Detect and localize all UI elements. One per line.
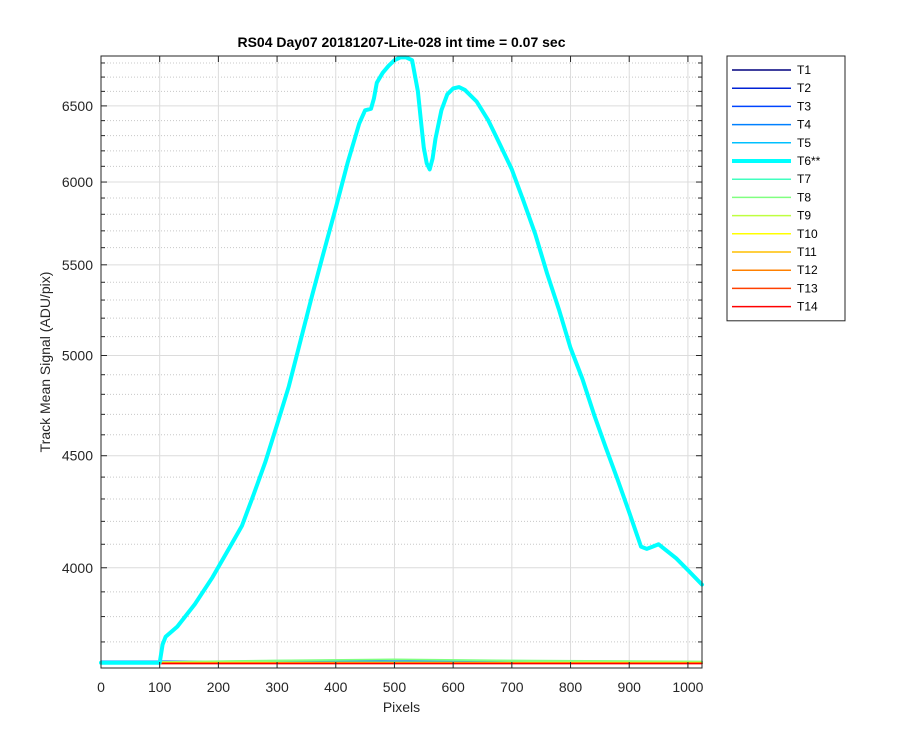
x-tick-label: 300 bbox=[265, 679, 289, 695]
y-tick-label: 6500 bbox=[62, 98, 93, 114]
x-tick-label: 600 bbox=[441, 679, 465, 695]
plot-frame bbox=[100, 55, 703, 669]
x-axis-ticks: 0 100 200 300 400 500 600 700 800 900 1000 bbox=[97, 56, 704, 695]
legend-label: T13 bbox=[797, 281, 818, 295]
y-tick-label: 6000 bbox=[62, 174, 93, 190]
x-tick-label: 200 bbox=[207, 679, 231, 695]
legend-label: T7 bbox=[797, 172, 811, 186]
legend-label: T14 bbox=[797, 300, 818, 314]
legend-label: T10 bbox=[797, 227, 818, 241]
legend-label: T3 bbox=[797, 99, 811, 113]
legend-label: T4 bbox=[797, 118, 811, 132]
x-tick-label: 1000 bbox=[672, 679, 703, 695]
chart-title: RS04 Day07 20181207-Lite-028 int time = … bbox=[237, 34, 565, 50]
legend-label: T8 bbox=[797, 190, 811, 204]
x-tick-label: 100 bbox=[148, 679, 172, 695]
major-grid bbox=[100, 56, 702, 668]
x-tick-label: 700 bbox=[500, 679, 524, 695]
y-tick-label: 5000 bbox=[62, 347, 93, 363]
minor-grid bbox=[101, 62, 702, 643]
x-tick-label: 0 bbox=[97, 679, 105, 695]
x-tick-label: 400 bbox=[324, 679, 348, 695]
x-axis-label: Pixels bbox=[383, 699, 420, 715]
legend-label: T9 bbox=[797, 209, 811, 223]
x-tick-label: 500 bbox=[383, 679, 407, 695]
legend-label: T12 bbox=[797, 263, 818, 277]
y-tick-label: 4500 bbox=[62, 448, 93, 464]
series-line-t8 bbox=[100, 658, 703, 664]
legend-label: T11 bbox=[797, 245, 817, 259]
legend-label: T1 bbox=[797, 63, 811, 77]
y-axis-label: Track Mean Signal (ADU/pix) bbox=[37, 272, 53, 453]
legend-box bbox=[726, 55, 846, 322]
y-tick-label: 5500 bbox=[62, 257, 93, 273]
legend-label: T5 bbox=[797, 136, 811, 150]
series-line-t6 bbox=[99, 55, 704, 665]
legend-label: T2 bbox=[797, 81, 811, 95]
y-tick-label: 4000 bbox=[62, 560, 93, 576]
x-tick-label: 800 bbox=[559, 679, 583, 695]
x-tick-label: 900 bbox=[618, 679, 642, 695]
series-layer bbox=[99, 55, 704, 665]
y-axis-ticks: 4000 4500 5000 5500 6000 6500 bbox=[62, 62, 702, 643]
legend-label: T6** bbox=[797, 154, 821, 168]
plot-area bbox=[101, 56, 702, 668]
legend: T1 T2 T3 T4 T5 T6** T7 T8 T9 T10 T11 T12 T13 T14 bbox=[726, 55, 846, 322]
